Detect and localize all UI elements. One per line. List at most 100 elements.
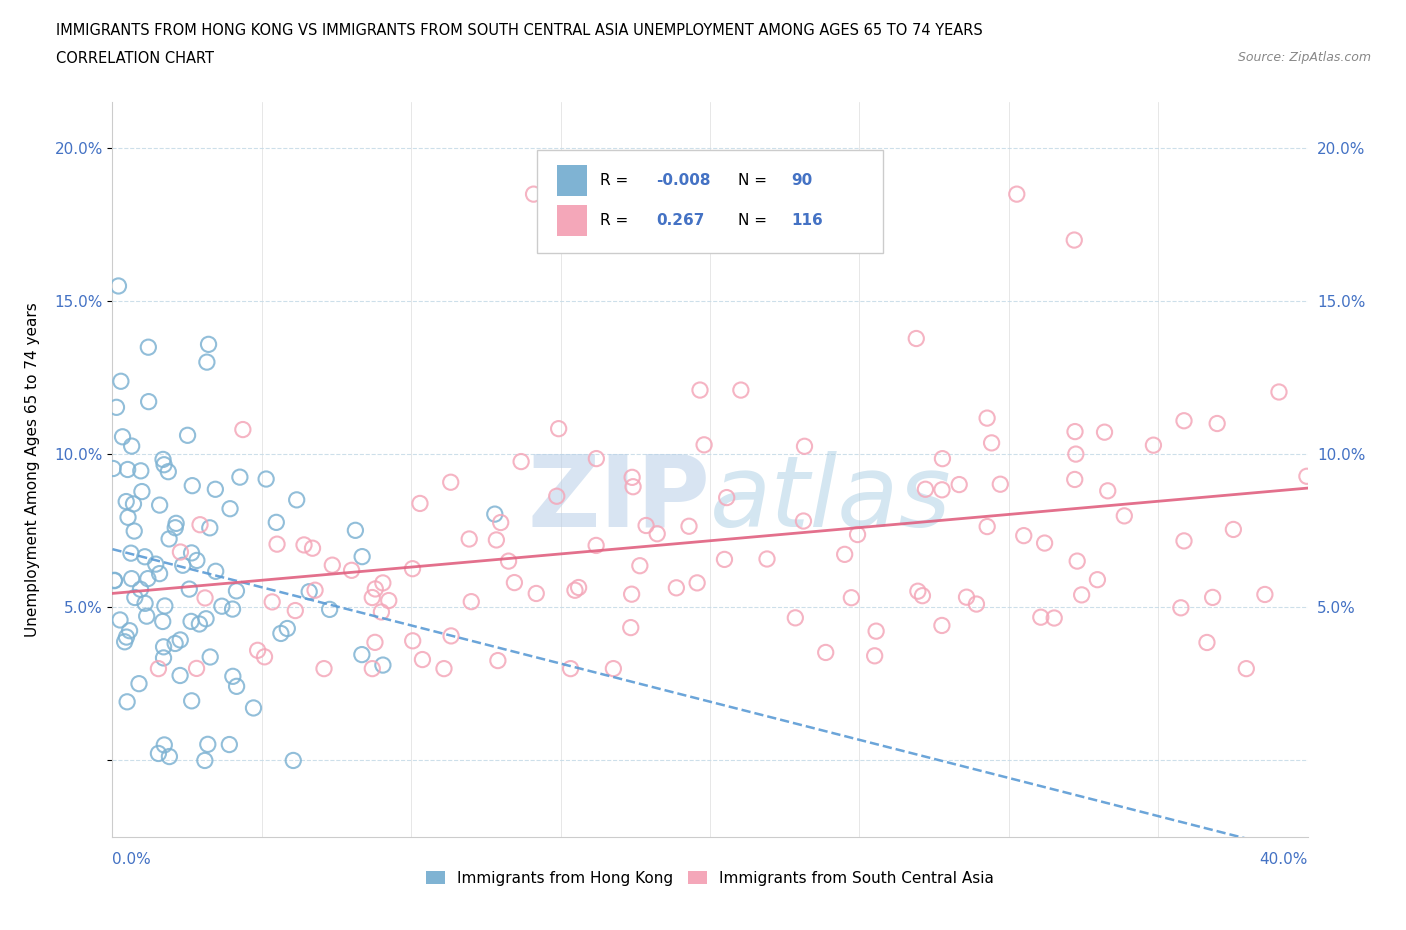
Point: [101, 461, 124, 476]
Point: [364, 635, 387, 650]
Point: [980, 435, 1002, 450]
Point: [378, 593, 401, 608]
Point: [402, 633, 425, 648]
Point: [321, 558, 343, 573]
Point: [1033, 536, 1056, 551]
Point: [165, 520, 187, 535]
Point: [621, 479, 644, 494]
Point: [340, 563, 363, 578]
Point: [1222, 522, 1244, 537]
Point: [411, 652, 433, 667]
Point: [103, 573, 125, 588]
Point: [1173, 534, 1195, 549]
Point: [298, 584, 321, 599]
Point: [107, 279, 129, 294]
Point: [756, 551, 779, 566]
Point: [1087, 572, 1109, 587]
Point: [122, 524, 145, 538]
Point: [440, 629, 463, 644]
Point: [371, 576, 394, 591]
Point: [846, 527, 869, 542]
Point: [503, 575, 526, 590]
Point: [352, 550, 374, 565]
Point: [131, 485, 153, 499]
Point: [1234, 661, 1257, 676]
Point: [172, 558, 194, 573]
Point: [792, 513, 814, 528]
Point: [1064, 424, 1087, 439]
Point: [108, 613, 131, 628]
Text: N =: N =: [738, 173, 772, 188]
Point: [1063, 232, 1085, 247]
Point: [486, 653, 509, 668]
Point: [254, 472, 277, 486]
Point: [1114, 509, 1136, 524]
Point: [1064, 446, 1087, 461]
Point: [689, 382, 711, 397]
Point: [865, 624, 887, 639]
Point: [1029, 610, 1052, 625]
Text: R =: R =: [600, 173, 633, 188]
Text: Source: ZipAtlas.com: Source: ZipAtlas.com: [1237, 51, 1371, 64]
Point: [1097, 484, 1119, 498]
Point: [793, 439, 815, 454]
Point: [522, 187, 544, 202]
Point: [546, 489, 568, 504]
Point: [284, 604, 307, 618]
Point: [152, 452, 174, 467]
Point: [148, 746, 170, 761]
Y-axis label: Unemployment Among Ages 65 to 74 years: Unemployment Among Ages 65 to 74 years: [25, 302, 41, 637]
Point: [120, 546, 142, 561]
Point: [716, 490, 738, 505]
Point: [620, 587, 643, 602]
Point: [665, 580, 688, 595]
Text: ZIP: ZIP: [527, 450, 710, 548]
Point: [153, 737, 176, 752]
Point: [229, 470, 252, 485]
Point: [312, 661, 335, 676]
Legend: Immigrants from Hong Kong, Immigrants from South Central Asia: Immigrants from Hong Kong, Immigrants fr…: [420, 865, 1000, 892]
Point: [292, 538, 315, 552]
Point: [914, 482, 936, 497]
Point: [115, 630, 138, 644]
Point: [318, 602, 340, 617]
Point: [157, 531, 180, 546]
Point: [602, 661, 624, 676]
Point: [628, 558, 651, 573]
Text: IMMIGRANTS FROM HONG KONG VS IMMIGRANTS FROM SOUTH CENTRAL ASIA UNEMPLOYMENT AMO: IMMIGRANTS FROM HONG KONG VS IMMIGRANTS …: [56, 23, 983, 38]
Point: [1201, 590, 1223, 604]
Point: [195, 611, 218, 626]
Point: [585, 538, 607, 552]
Point: [198, 649, 221, 664]
Point: [498, 553, 520, 568]
Point: [636, 518, 658, 533]
Point: [485, 533, 508, 548]
Point: [157, 464, 180, 479]
Point: [645, 526, 668, 541]
FancyBboxPatch shape: [537, 150, 883, 253]
Point: [344, 523, 367, 538]
Point: [153, 599, 176, 614]
Point: [129, 582, 152, 597]
Point: [169, 545, 191, 560]
Point: [283, 753, 305, 768]
Point: [121, 571, 143, 586]
Point: [262, 594, 284, 609]
Point: [713, 552, 735, 567]
Point: [124, 590, 146, 604]
Point: [863, 648, 886, 663]
Text: -0.008: -0.008: [657, 173, 711, 188]
Point: [152, 614, 174, 629]
Point: [1063, 472, 1085, 487]
Point: [361, 661, 384, 676]
Point: [433, 661, 456, 676]
Point: [266, 537, 288, 551]
Point: [1173, 413, 1195, 428]
Point: [169, 632, 191, 647]
Point: [460, 594, 482, 609]
Point: [276, 621, 298, 636]
Point: [524, 586, 547, 601]
Point: [1268, 385, 1291, 400]
Point: [157, 750, 180, 764]
Point: [1012, 528, 1035, 543]
